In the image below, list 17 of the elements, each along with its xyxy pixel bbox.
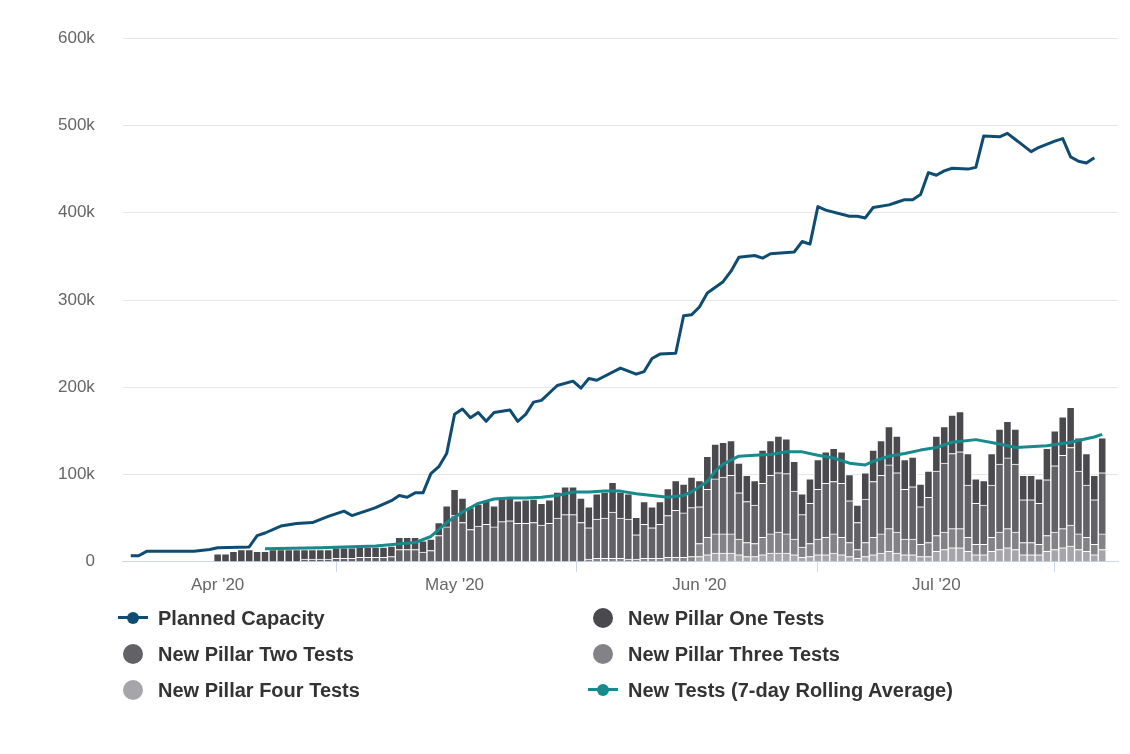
x-tick-label: Jul '20 [912,574,961,594]
y-tick-label: 400k [57,202,96,222]
y-tick-label: 200k [57,376,96,396]
y-tick-label: 0 [85,551,95,571]
y-tick-label: 500k [57,115,96,135]
legend-label: New Tests (7-day Rolling Average) [628,678,953,702]
legend-label: New Pillar Three Tests [628,642,840,666]
x-tick-label: May '20 [425,574,485,594]
legend-label: New Pillar Two Tests [158,642,354,666]
x-tick-label: Jun '20 [672,574,727,594]
y-tick-label: 300k [57,289,96,309]
x-tick-label: Apr '20 [190,574,245,594]
legend-label: New Pillar One Tests [628,606,825,630]
legend-label: Planned Capacity [158,606,325,630]
y-tick-label: 600k [57,27,96,47]
legend-label: New Pillar Four Tests [158,678,360,702]
y-tick-label: 100k [57,464,96,484]
